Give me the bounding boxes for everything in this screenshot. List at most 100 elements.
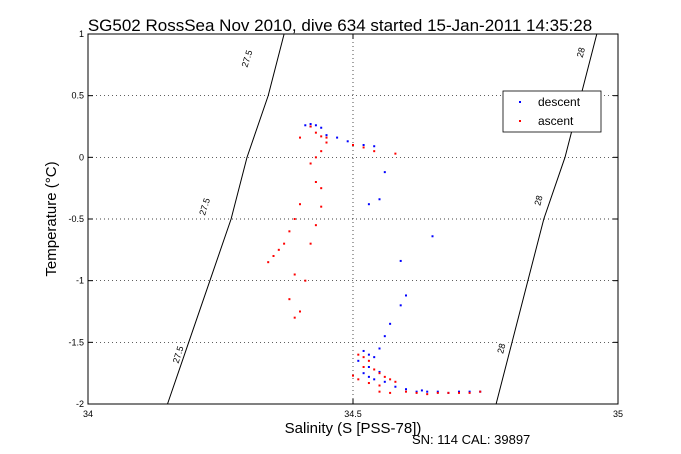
legend: descent ascent	[502, 90, 602, 133]
point-descent	[373, 145, 376, 148]
point-ascent	[367, 382, 370, 385]
contour-label-bg	[239, 48, 255, 69]
point-ascent	[277, 248, 280, 251]
point-descent	[309, 123, 312, 126]
point-ascent	[309, 242, 312, 245]
y-tick-label: 1	[79, 29, 84, 39]
point-ascent	[357, 378, 360, 381]
point-descent	[389, 322, 392, 325]
point-ascent	[357, 353, 360, 356]
contour-line	[167, 33, 285, 405]
contour-label: 28	[575, 46, 587, 58]
point-ascent	[325, 141, 328, 144]
point-descent	[399, 304, 402, 307]
point-ascent	[373, 150, 376, 153]
point-descent	[378, 198, 381, 201]
point-ascent	[479, 390, 482, 393]
point-descent	[346, 140, 349, 143]
point-ascent	[309, 162, 312, 165]
point-descent	[383, 171, 386, 174]
contour-line	[495, 33, 598, 405]
point-ascent	[389, 378, 392, 381]
point-descent	[336, 136, 339, 139]
point-ascent	[415, 391, 418, 394]
point-descent	[367, 366, 370, 368]
point-ascent	[320, 150, 323, 153]
point-ascent	[267, 261, 270, 264]
point-descent	[373, 356, 376, 359]
contour-label: 28	[532, 194, 544, 206]
y-axis-label: Temperature (°C)	[43, 161, 60, 276]
contour-label-bg	[573, 42, 589, 63]
point-descent	[436, 390, 439, 393]
contour-label-bg	[531, 190, 546, 211]
point-ascent	[314, 131, 317, 134]
point-descent	[426, 390, 429, 393]
point-ascent	[383, 375, 386, 378]
point-ascent	[299, 136, 301, 139]
point-ascent	[283, 242, 286, 245]
point-ascent	[436, 391, 439, 394]
point-descent	[367, 375, 370, 378]
point-ascent	[320, 135, 323, 138]
point-ascent	[304, 279, 307, 282]
point-descent	[367, 353, 370, 356]
point-descent	[373, 378, 376, 381]
point-ascent	[320, 187, 323, 190]
legend-marker-ascent	[519, 120, 521, 122]
point-ascent	[394, 380, 397, 383]
point-ascent	[299, 203, 301, 206]
point-descent	[367, 203, 370, 206]
point-ascent	[314, 181, 317, 183]
data-points	[267, 123, 482, 396]
point-ascent	[299, 310, 301, 313]
point-ascent	[447, 391, 450, 394]
point-descent	[378, 347, 381, 350]
point-ascent	[468, 391, 471, 394]
point-descent	[415, 390, 418, 393]
contour-label: 27.5	[240, 49, 255, 69]
point-ascent	[458, 391, 460, 394]
y-tick-label: -1	[76, 276, 84, 286]
point-ascent	[378, 372, 381, 375]
point-descent	[468, 390, 471, 393]
point-descent	[362, 144, 365, 146]
point-ascent	[293, 218, 296, 220]
point-descent	[420, 389, 423, 392]
chart-title: SG502 RossSea Nov 2010, dive 634 started…	[88, 16, 592, 35]
point-descent	[383, 335, 386, 338]
point-ascent	[288, 230, 291, 233]
y-tick-label: -1.5	[68, 337, 84, 347]
point-ascent	[352, 144, 354, 146]
point-ascent	[293, 316, 296, 319]
point-descent	[325, 134, 328, 137]
point-descent	[304, 124, 307, 127]
point-descent	[458, 390, 460, 393]
point-ascent	[288, 298, 291, 301]
point-ascent	[362, 146, 365, 149]
point-descent	[362, 372, 365, 375]
point-ascent	[352, 374, 354, 377]
point-descent	[405, 294, 407, 297]
point-ascent	[362, 366, 365, 368]
x-tick-label: 34.5	[344, 409, 362, 419]
x-tick-label: 35	[613, 409, 623, 419]
point-ascent	[378, 390, 381, 393]
point-ascent	[378, 384, 381, 387]
point-ascent	[325, 136, 328, 139]
contour-label: 27.5	[197, 197, 212, 217]
legend-marker-descent	[519, 101, 521, 103]
point-ascent	[362, 356, 365, 359]
calibration-footer: SN: 114 CAL: 39897	[412, 432, 530, 447]
point-ascent	[320, 205, 323, 208]
y-tick-label: 0	[79, 152, 84, 162]
grid-lines	[88, 34, 618, 404]
point-descent	[378, 370, 381, 373]
point-ascent	[293, 273, 296, 276]
point-ascent	[389, 391, 392, 394]
x-tick-label: 34	[83, 409, 93, 419]
point-ascent	[314, 156, 317, 159]
contour-label-bg	[170, 344, 186, 365]
point-descent	[431, 235, 434, 238]
point-ascent	[272, 255, 275, 257]
